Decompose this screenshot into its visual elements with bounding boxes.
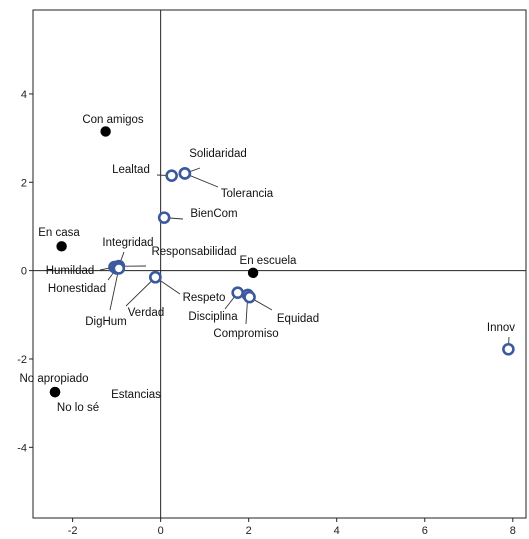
point-en-casa [56,241,67,252]
point-disciplina [231,286,244,300]
labels-layer: Con amigos En casa En escuela No apropiado N… [19,114,515,414]
leader-line-verdad [125,276,156,307]
point-con-amigos [100,126,111,137]
y-tick-label: 0 [21,266,27,278]
point-label-lealtad: Lealtad [112,164,150,176]
point-estancias [49,386,61,398]
point-tolerancia [178,167,192,180]
point-label-biencom: BienCom [190,208,237,220]
point-label-con-amigos: Con amigos [82,114,144,126]
x-tick-label: 2 [246,525,252,537]
x-tick-label: 0 [158,525,164,537]
point-label-dighum: DigHum [85,316,127,328]
point-label-verdad: Verdad [128,307,164,319]
point-label-disciplina: Disciplina [188,311,238,323]
point-label-compromiso: Compromiso [213,328,278,340]
y-tick-label: 2 [21,177,27,189]
point-biencom [157,211,171,224]
point-label-no-apropiado: No apropiado [19,373,88,385]
point-label-humildad: Humildad [46,265,95,277]
point-respeto [149,270,162,284]
point-equidad [243,290,256,304]
leader-line-dighum [109,268,120,311]
point-label-en-escuela: En escuela [240,255,298,267]
point-label-estancias: Estancias [111,389,161,401]
point-dighum [112,262,126,275]
y-tick-label: -4 [17,442,27,454]
point-label-integridad: Integridad [102,237,153,249]
point-label-honestidad: Honestidad [48,283,106,295]
point-lealtad [165,169,178,182]
point-label-no-lo-s: No lo sé [57,402,99,414]
x-tick-label: 6 [422,525,428,537]
plot-frame [32,9,527,519]
point-label-solidaridad: Solidaridad [189,148,247,160]
point-label-en-casa: En casa [38,227,80,239]
point-label-responsabilidad: Responsabilidad [151,246,236,258]
y-tick-label: 4 [21,89,27,101]
x-tick-label: 4 [334,525,340,537]
points-layer [49,126,515,398]
y-tick-label: -2 [17,354,27,366]
x-tick-label: -2 [68,525,78,537]
point-innov [502,342,515,356]
point-label-innov: Innov [487,322,515,334]
x-tick-label: 8 [510,525,516,537]
point-label-equidad: Equidad [277,313,319,325]
point-label-tolerancia: Tolerancia [221,188,274,200]
point-label-respeto: Respeto [183,292,226,304]
point-en-escuela [247,267,259,279]
